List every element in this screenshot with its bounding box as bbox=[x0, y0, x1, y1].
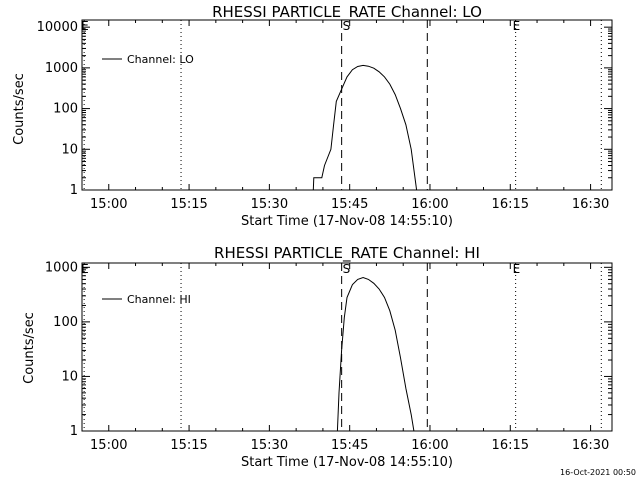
chart-lo-ytick-label-4: 10000 bbox=[37, 20, 78, 35]
chart-lo-xtick-label-0: 15:00 bbox=[90, 197, 127, 212]
chart-lo-ylabel: Counts/sec bbox=[12, 73, 27, 145]
chart-hi-title: RHESSI PARTICLE_RATE Channel: HI bbox=[214, 244, 480, 263]
chart-hi-ytick-label-2: 100 bbox=[53, 315, 78, 330]
chart-hi-xtick-label-6: 16:30 bbox=[572, 438, 609, 453]
chart-lo-ytick-label-2: 100 bbox=[53, 102, 78, 117]
chart-hi-xtick-label-3: 15:45 bbox=[331, 438, 368, 453]
chart-hi-panel: RHESSI PARTICLE_RATE Channel: HI Start T… bbox=[22, 244, 480, 470]
chart-lo-xtick-label-1: 15:15 bbox=[170, 197, 207, 212]
chart-hi-marker-label-0: E bbox=[81, 262, 89, 276]
chart-hi-ytick-label-1: 10 bbox=[61, 369, 78, 384]
chart-hi-legend-label: Channel: HI bbox=[127, 293, 191, 306]
chart-lo-title: RHESSI PARTICLE_RATE Channel: LO bbox=[212, 3, 482, 22]
chart-hi-xlabel: Start Time (17-Nov-08 14:55:10) bbox=[241, 455, 453, 470]
chart-lo-legend: Channel: LO bbox=[102, 53, 194, 66]
chart-hi-frame bbox=[81, 262, 613, 432]
chart-hi-xtick-label-2: 15:30 bbox=[251, 438, 288, 453]
chart-hi-ytick-label-3: 1000 bbox=[45, 260, 78, 275]
chart-hi-xtick-label-0: 15:00 bbox=[90, 438, 127, 453]
chart-hi-xtick-label-4: 16:00 bbox=[411, 438, 448, 453]
chart-lo-xtick-label-3: 15:45 bbox=[331, 197, 368, 212]
chart-lo-xtick-label-5: 16:15 bbox=[492, 197, 529, 212]
chart-hi-marker-label-1: E bbox=[513, 262, 521, 276]
chart-lo-xtick-label-4: 16:00 bbox=[411, 197, 448, 212]
chart-lo-series-0-line bbox=[312, 64, 418, 191]
chart-hi-legend: Channel: HI bbox=[102, 293, 191, 306]
chart-hi-xtick-label-1: 15:15 bbox=[170, 438, 207, 453]
chart-lo-frame bbox=[81, 19, 613, 191]
chart-hi-dashed-label-0: S bbox=[343, 262, 351, 276]
chart-hi-series-0-line bbox=[336, 276, 415, 432]
chart-lo-marker-label-1: E bbox=[513, 19, 521, 33]
chart-lo-xlabel: Start Time (17-Nov-08 14:55:10) bbox=[241, 214, 453, 229]
chart-lo-ytick-label-0: 1 bbox=[70, 183, 78, 198]
chart-lo-ytick-label-1: 10 bbox=[61, 142, 78, 157]
chart-lo-marker-label-0: E bbox=[81, 19, 89, 33]
footer-timestamp: 16-Oct-2021 00:50 bbox=[560, 468, 636, 477]
chart-hi-ytick-label-0: 1 bbox=[70, 424, 78, 439]
chart-hi-plot: S E E 15:00 15:15 15:30 15:45 16:00 16:15 16:30 1 1… bbox=[45, 260, 613, 453]
chart-lo-dashed-label-0: S bbox=[343, 19, 351, 33]
chart-hi-xtick-label-5: 16:15 bbox=[492, 438, 529, 453]
chart-lo-plot: S E E 15:00 15:15 15:30 15:45 16:00 16:15 16:30 1 1… bbox=[37, 19, 613, 212]
chart-lo-ytick-label-3: 1000 bbox=[45, 61, 78, 76]
chart-lo-panel: RHESSI PARTICLE_RATE Channel: LO Start T… bbox=[12, 3, 482, 229]
chart-hi-ylabel: Counts/sec bbox=[22, 312, 37, 384]
chart-lo-legend-label: Channel: LO bbox=[127, 53, 194, 66]
chart-lo-xtick-label-2: 15:30 bbox=[251, 197, 288, 212]
chart-lo-xtick-label-6: 16:30 bbox=[572, 197, 609, 212]
